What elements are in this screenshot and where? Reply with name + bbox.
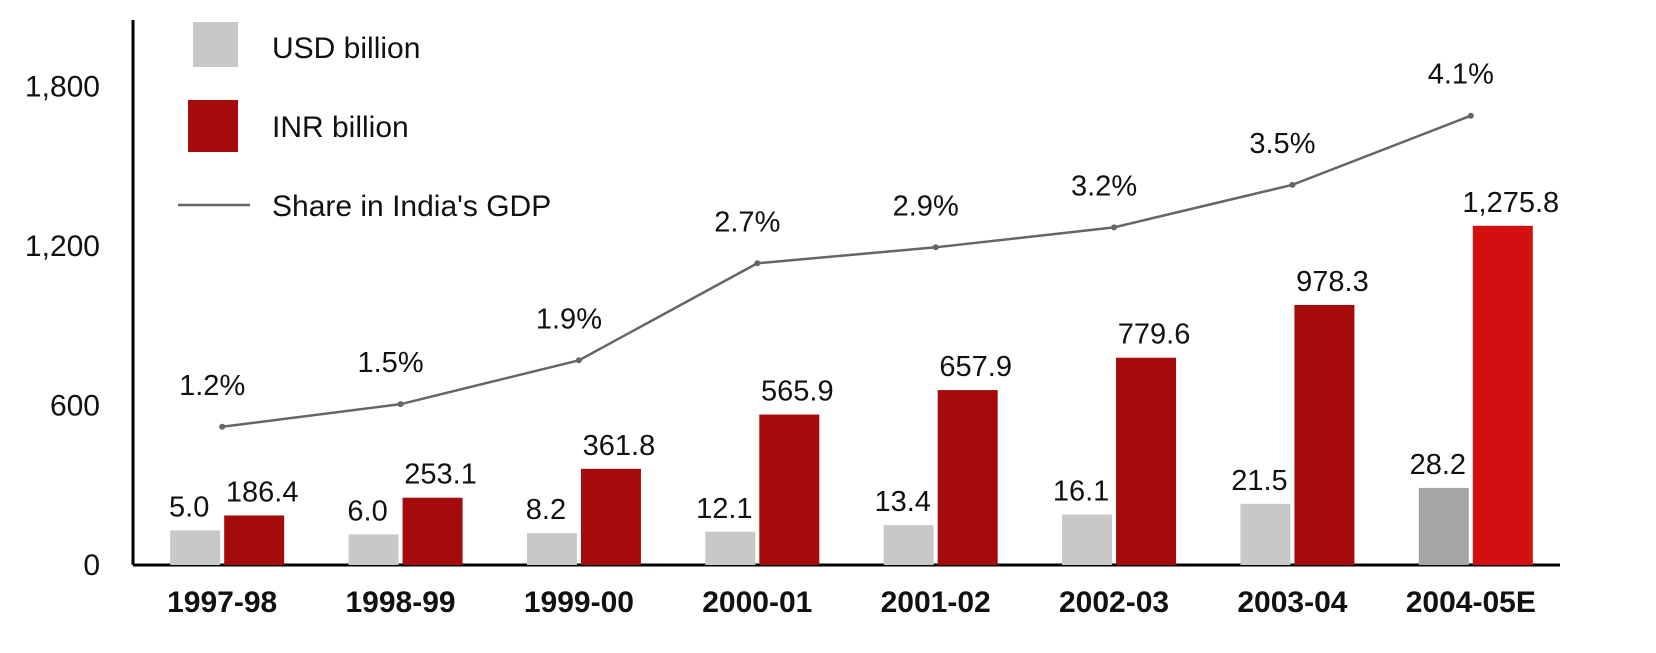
y-tick-label: 0	[83, 549, 100, 582]
data-label-usd: 13.4	[874, 486, 930, 518]
bar-usd	[1062, 514, 1113, 565]
y-tick-label: 1,200	[25, 230, 100, 263]
legend-label-gdp: Share in India's GDP	[272, 190, 551, 223]
x-tick-label: 1998-99	[346, 586, 456, 619]
bar-inr	[224, 515, 285, 565]
data-label-inr: 186.4	[226, 476, 299, 508]
data-label-gdp: 2.9%	[893, 190, 959, 222]
data-label-usd: 28.2	[1410, 449, 1466, 481]
x-tick-label: 2003-04	[1237, 586, 1347, 619]
data-label-gdp: 3.2%	[1071, 170, 1137, 202]
bar-usd	[348, 534, 399, 565]
gdp-share-point	[219, 423, 226, 430]
bar-usd	[1418, 487, 1469, 565]
data-label-inr: 253.1	[404, 459, 477, 491]
data-label-gdp: 1.9%	[536, 303, 602, 335]
data-label-gdp: 1.2%	[179, 370, 245, 402]
data-label-gdp: 2.7%	[714, 206, 780, 238]
bar-inr	[1294, 304, 1355, 565]
gdp-share-point	[1111, 224, 1118, 231]
x-tick-label: 1997-98	[167, 586, 277, 619]
bar-inr	[1472, 225, 1533, 565]
gdp-share-point	[932, 244, 939, 251]
y-tick-label: 1,800	[25, 70, 100, 103]
bar-usd	[705, 531, 756, 565]
gdp-share-point	[575, 357, 582, 364]
x-tick-label: 2000-01	[702, 586, 812, 619]
data-label-inr: 1,275.8	[1462, 187, 1559, 219]
legend-swatch-inr	[188, 100, 238, 152]
data-label-usd: 5.0	[169, 491, 209, 523]
bar-inr	[759, 414, 820, 565]
bar-inr	[937, 390, 998, 565]
data-label-usd: 6.0	[347, 495, 387, 527]
data-labels: 5.0 186.4 6.0 253.1 8.2 361.8 12.1 565.9 13.4 657…	[169, 59, 1559, 528]
data-label-gdp: 3.5%	[1249, 128, 1315, 160]
data-label-inr: 565.9	[761, 376, 834, 408]
bar-usd	[883, 525, 934, 565]
data-label-usd: 8.2	[526, 494, 566, 526]
data-label-usd: 21.5	[1231, 465, 1287, 497]
data-label-inr: 361.8	[583, 430, 656, 462]
gdp-share-point	[1467, 112, 1474, 119]
gdp-share-point	[754, 260, 761, 267]
data-label-gdp: 4.1%	[1428, 59, 1494, 91]
data-label-inr: 657.9	[939, 351, 1012, 383]
bars	[170, 225, 1533, 565]
bar-inr	[402, 497, 463, 565]
gdp-share-point	[1289, 181, 1296, 188]
gdp-share-point	[397, 401, 404, 408]
gdp-share-line	[222, 114, 1472, 428]
bar-usd	[526, 533, 577, 565]
data-label-inr: 978.3	[1296, 266, 1369, 298]
legend-label-inr: INR billion	[272, 111, 409, 144]
bar-inr	[1116, 357, 1177, 565]
x-tick-label: 2001-02	[881, 586, 991, 619]
legend-label-usd: USD billion	[272, 32, 420, 65]
data-label-inr: 779.6	[1118, 319, 1191, 351]
axes: 0 600 1,200 1,800 1997-98 1998-99 1999-00 2000-…	[25, 20, 1560, 619]
gdp-line-group	[219, 112, 1474, 430]
legend-swatch-usd	[193, 22, 238, 67]
y-tick-label: 600	[50, 389, 100, 422]
x-tick-label: 2002-03	[1059, 586, 1169, 619]
data-label-usd: 12.1	[696, 493, 752, 525]
bar-inr	[580, 468, 641, 565]
x-tick-label: 1999-00	[524, 586, 634, 619]
x-tick-label: 2004-05E	[1406, 586, 1536, 619]
bar-usd	[1240, 503, 1291, 565]
legend: USD billion INR billion Share in India's G…	[178, 22, 551, 223]
data-label-gdp: 1.5%	[358, 347, 424, 379]
data-label-usd: 16.1	[1053, 475, 1109, 507]
bar-usd	[170, 530, 221, 565]
